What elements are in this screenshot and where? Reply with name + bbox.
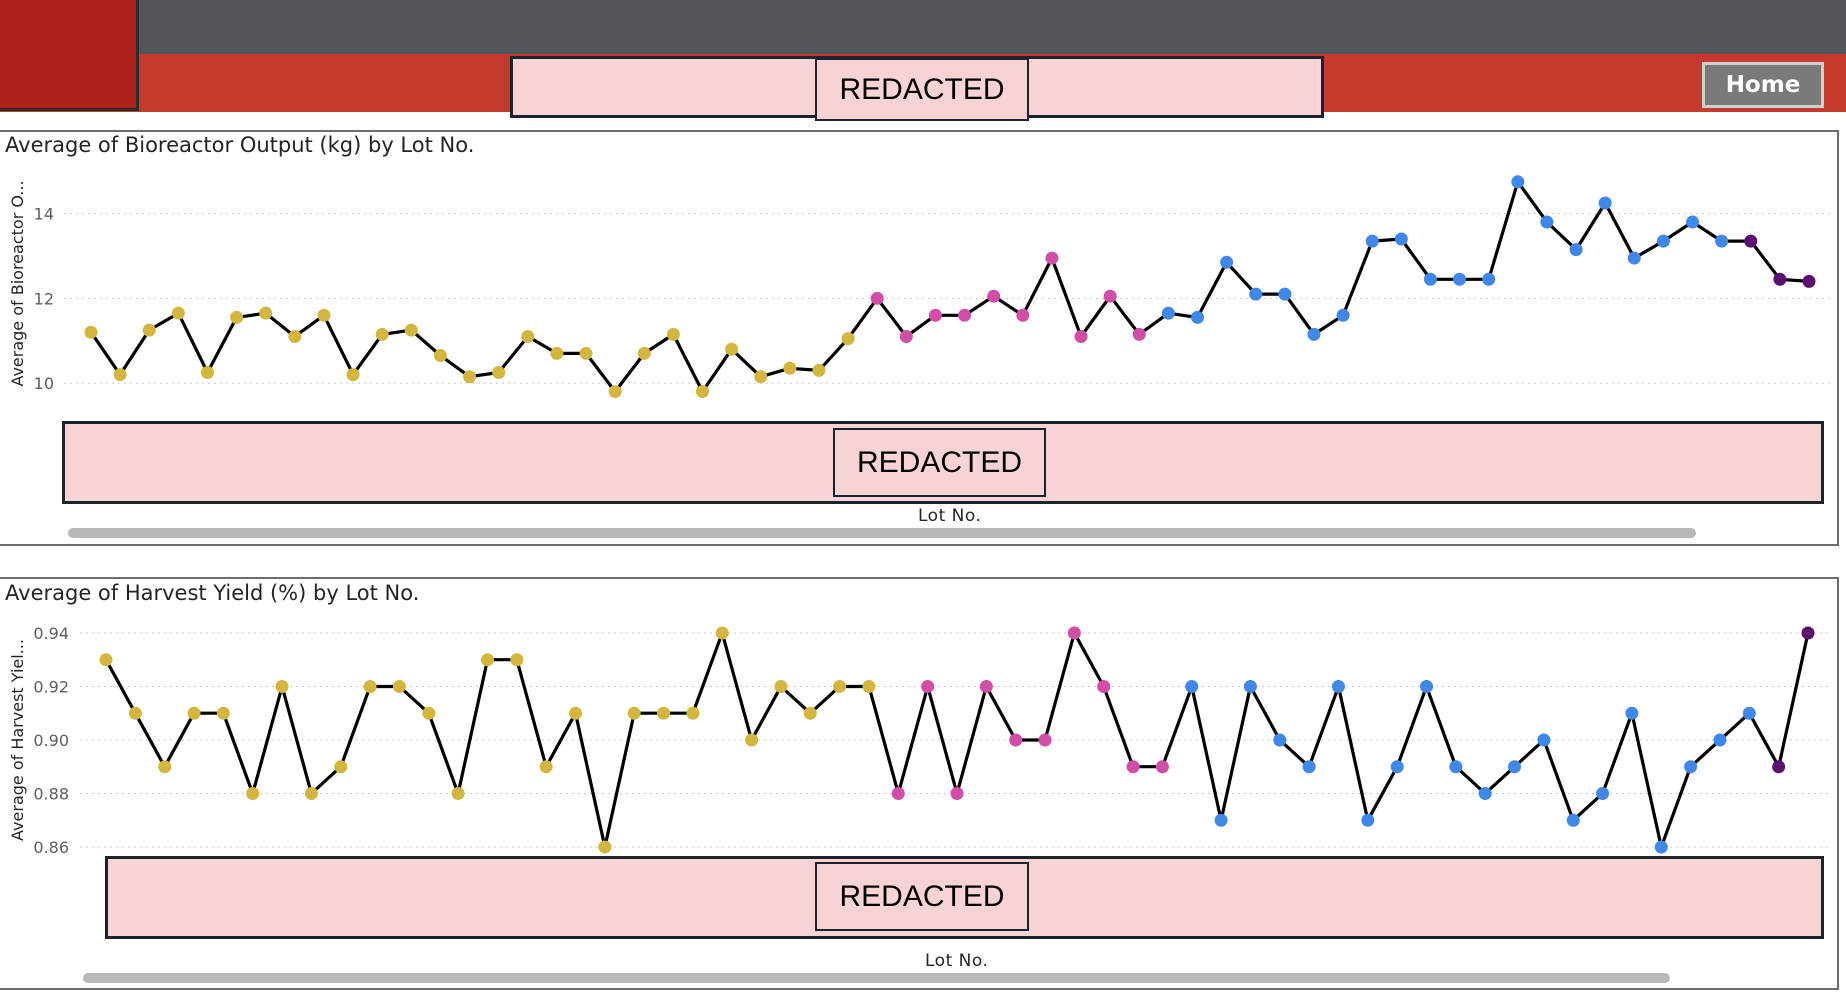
output-chart-title: Average of Bioreactor Output (kg) by Lot… xyxy=(5,133,475,157)
yield-horizontal-scrollbar[interactable] xyxy=(83,973,1670,983)
redacted-xaxis-label-2: REDACTED xyxy=(815,862,1029,931)
top-bar xyxy=(0,0,1846,54)
output-x-axis-title: Lot No. xyxy=(918,506,982,526)
yield-x-axis-title: Lot No. xyxy=(925,951,989,971)
redacted-header-label: REDACTED xyxy=(815,58,1029,121)
home-button[interactable]: Home xyxy=(1702,62,1824,108)
redacted-xaxis-label-1: REDACTED xyxy=(833,428,1046,497)
logo xyxy=(0,0,139,111)
yield-chart-title: Average of Harvest Yield (%) by Lot No. xyxy=(5,581,420,605)
output-horizontal-scrollbar[interactable] xyxy=(68,528,1696,538)
